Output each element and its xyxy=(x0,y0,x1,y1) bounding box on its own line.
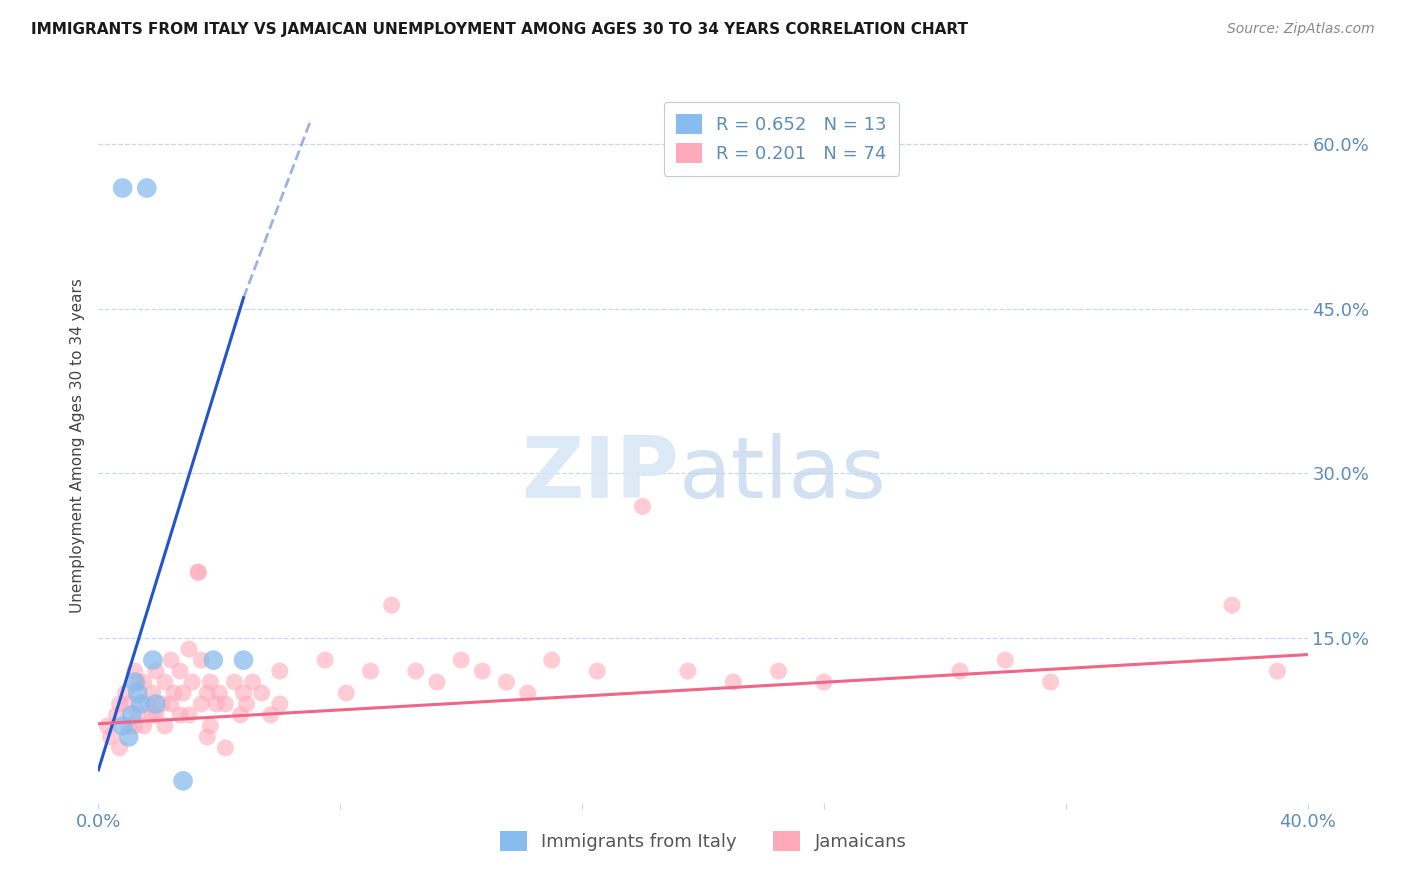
Point xyxy=(145,708,167,723)
Point xyxy=(105,708,128,723)
Point xyxy=(181,675,204,690)
Point xyxy=(426,675,449,690)
Point xyxy=(129,697,152,711)
Point xyxy=(153,719,176,733)
Point xyxy=(127,686,149,700)
Point xyxy=(235,697,257,711)
Point xyxy=(135,181,157,195)
Point xyxy=(232,686,254,700)
Point xyxy=(121,708,143,723)
Point xyxy=(516,686,538,700)
Point xyxy=(145,697,167,711)
Point xyxy=(586,664,609,678)
Point xyxy=(200,719,222,733)
Point xyxy=(145,664,167,678)
Point xyxy=(540,653,562,667)
Point xyxy=(335,686,357,700)
Point xyxy=(214,740,236,755)
Text: ZIP: ZIP xyxy=(522,433,679,516)
Point xyxy=(127,675,149,690)
Point xyxy=(118,730,141,744)
Point xyxy=(208,686,231,700)
Point xyxy=(172,773,194,788)
Point xyxy=(142,653,165,667)
Point xyxy=(360,664,382,678)
Point xyxy=(269,664,291,678)
Point xyxy=(314,653,336,667)
Point xyxy=(127,708,149,723)
Point xyxy=(118,697,141,711)
Point xyxy=(994,653,1017,667)
Point xyxy=(179,642,201,657)
Point xyxy=(631,500,654,514)
Point xyxy=(124,719,146,733)
Text: atlas: atlas xyxy=(679,433,887,516)
Point xyxy=(160,653,183,667)
Point xyxy=(124,664,146,678)
Point xyxy=(242,675,264,690)
Point xyxy=(153,675,176,690)
Point xyxy=(195,730,218,744)
Point xyxy=(187,566,209,580)
Point xyxy=(114,686,136,700)
Legend: Immigrants from Italy, Jamaicans: Immigrants from Italy, Jamaicans xyxy=(492,823,914,858)
Point xyxy=(200,675,222,690)
Point xyxy=(224,675,246,690)
Point xyxy=(111,719,134,733)
Point xyxy=(190,653,212,667)
Point xyxy=(135,697,157,711)
Point xyxy=(768,664,790,678)
Point xyxy=(202,653,225,667)
Point xyxy=(169,664,191,678)
Point xyxy=(813,675,835,690)
Point xyxy=(676,664,699,678)
Point xyxy=(100,730,122,744)
Point xyxy=(205,697,228,711)
Point xyxy=(949,664,972,678)
Point xyxy=(232,653,254,667)
Point xyxy=(142,686,165,700)
Point xyxy=(108,697,131,711)
Text: Source: ZipAtlas.com: Source: ZipAtlas.com xyxy=(1227,22,1375,37)
Point xyxy=(269,697,291,711)
Point xyxy=(124,675,146,690)
Point xyxy=(169,708,191,723)
Text: IMMIGRANTS FROM ITALY VS JAMAICAN UNEMPLOYMENT AMONG AGES 30 TO 34 YEARS CORRELA: IMMIGRANTS FROM ITALY VS JAMAICAN UNEMPL… xyxy=(31,22,967,37)
Point xyxy=(187,566,209,580)
Point xyxy=(195,686,218,700)
Point xyxy=(132,719,155,733)
Point xyxy=(229,708,252,723)
Point xyxy=(111,181,134,195)
Point xyxy=(160,697,183,711)
Point xyxy=(381,598,404,612)
Point xyxy=(1267,664,1289,678)
Point xyxy=(250,686,273,700)
Point xyxy=(190,697,212,711)
Point xyxy=(1039,675,1062,690)
Point xyxy=(260,708,283,723)
Point xyxy=(495,675,517,690)
Point xyxy=(450,653,472,667)
Point xyxy=(179,708,201,723)
Point xyxy=(172,686,194,700)
Point xyxy=(118,719,141,733)
Point xyxy=(214,697,236,711)
Point xyxy=(1220,598,1243,612)
Point xyxy=(150,697,173,711)
Point xyxy=(163,686,186,700)
Point xyxy=(142,708,165,723)
Point xyxy=(471,664,494,678)
Point xyxy=(96,719,118,733)
Point xyxy=(108,740,131,755)
Y-axis label: Unemployment Among Ages 30 to 34 years: Unemployment Among Ages 30 to 34 years xyxy=(69,278,84,614)
Point xyxy=(132,675,155,690)
Point xyxy=(723,675,745,690)
Point xyxy=(405,664,427,678)
